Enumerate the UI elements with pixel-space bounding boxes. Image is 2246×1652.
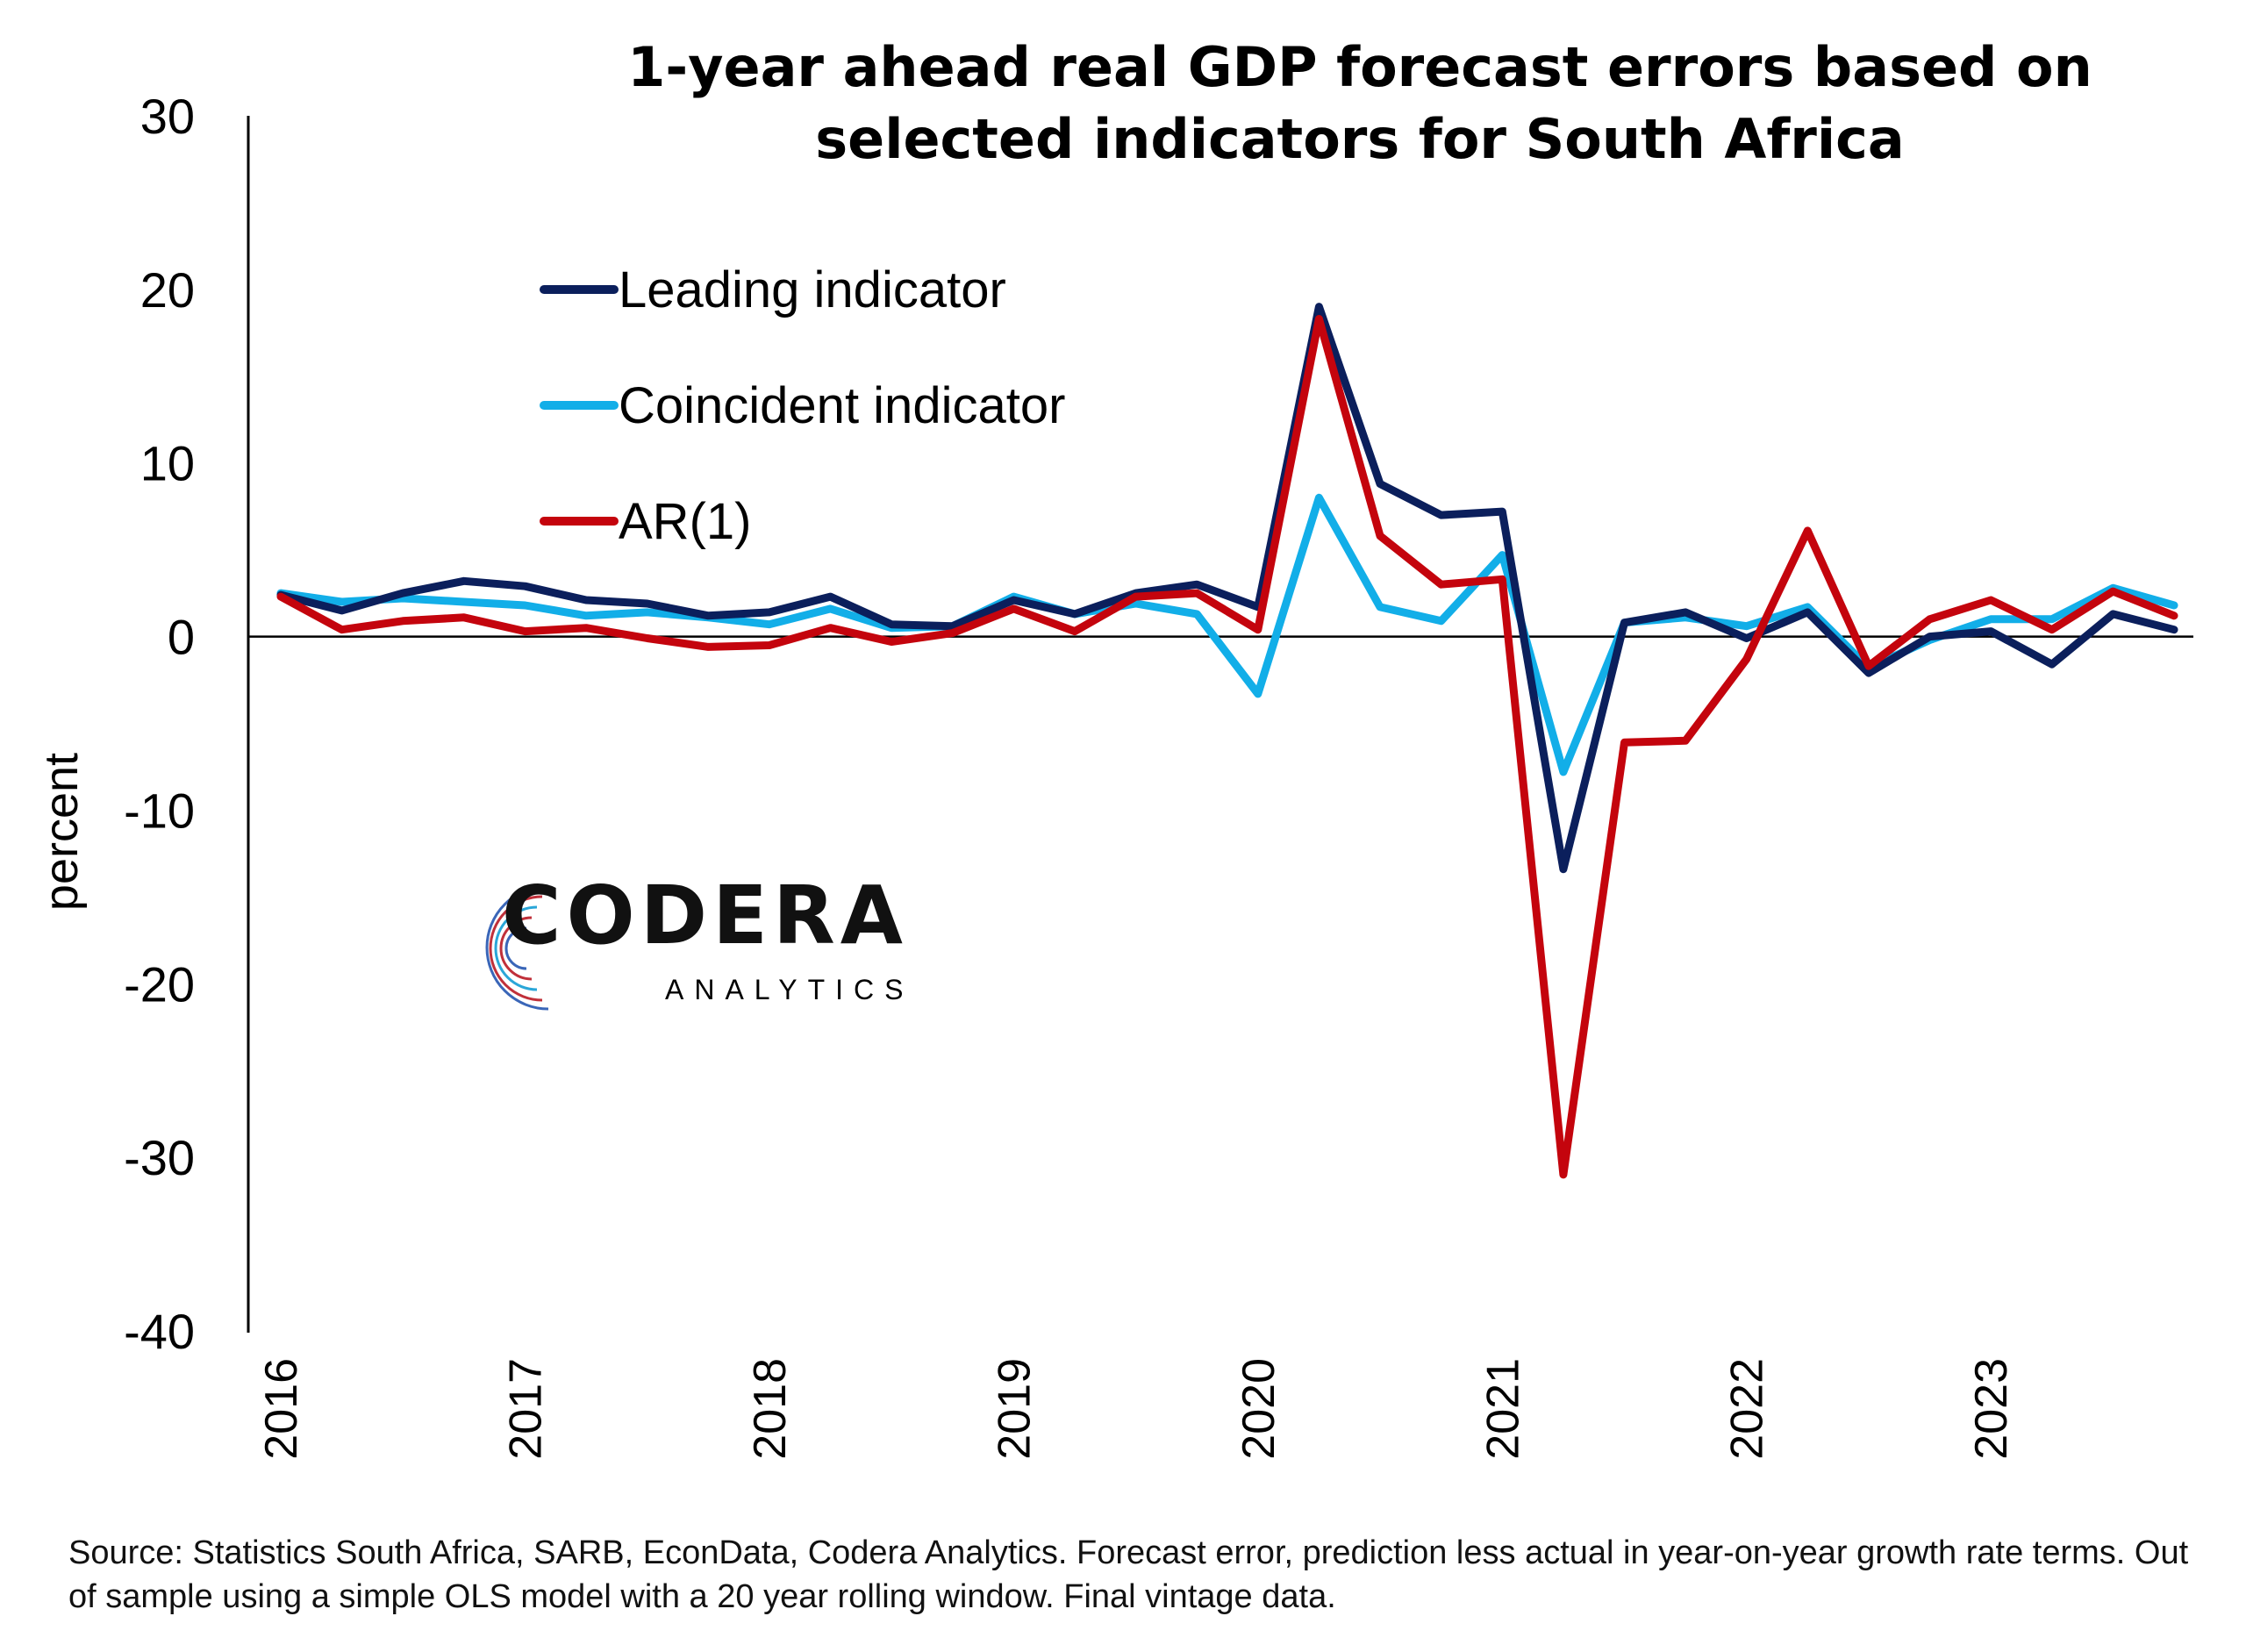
- series-line-coincident-indicator: [276, 493, 2178, 776]
- y-tick-label: -20: [124, 956, 195, 1012]
- x-tick-label: 2020: [1234, 1358, 1284, 1460]
- y-tick-label: -40: [124, 1304, 195, 1359]
- x-tick-label: 2018: [745, 1358, 796, 1460]
- logo-wordmark: CODERA: [502, 869, 908, 962]
- y-tick-label: -30: [124, 1130, 195, 1185]
- series-layer: [276, 303, 2178, 1179]
- y-tick-label: 10: [140, 436, 195, 491]
- y-axis-label: percent: [35, 753, 88, 911]
- x-tick-label: 2023: [1966, 1358, 2017, 1460]
- y-tick-label: -10: [124, 783, 195, 838]
- series-line-ar-1: [276, 315, 2178, 1179]
- y-tick-label: 20: [140, 262, 195, 318]
- legend-label: Leading indicator: [619, 261, 1006, 318]
- codera-logo: CODERA ANALYTICS: [465, 869, 921, 1026]
- legend: Leading indicator Coincident indicator AR(…: [540, 261, 1065, 550]
- x-tick-label: 2016: [256, 1358, 307, 1460]
- x-axis: 2016 2017 2018 2019 2020 2021 2022 2023: [248, 635, 2193, 1460]
- x-tick-label: 2019: [989, 1358, 1040, 1460]
- y-axis: 30 20 10 0 -10 -20 -30 -40: [124, 89, 250, 1359]
- source-note: Source: Statistics South Africa, SARB, E…: [68, 1534, 2189, 1615]
- y-tick-label: 30: [140, 89, 195, 144]
- x-tick-label: 2022: [1722, 1358, 1773, 1460]
- x-tick-label: 2021: [1477, 1358, 1528, 1460]
- x-tick-label: 2017: [500, 1358, 551, 1460]
- logo-subtitle: ANALYTICS: [665, 974, 914, 1005]
- legend-label: AR(1): [619, 493, 751, 550]
- series-line-leading-indicator: [276, 303, 2178, 874]
- codera-logo-mark-icon: [485, 884, 549, 1011]
- chart-title: 1-year ahead real GDP forecast errors ba…: [627, 35, 2092, 171]
- y-tick-label: 0: [168, 610, 195, 665]
- legend-label: Coincident indicator: [619, 377, 1065, 434]
